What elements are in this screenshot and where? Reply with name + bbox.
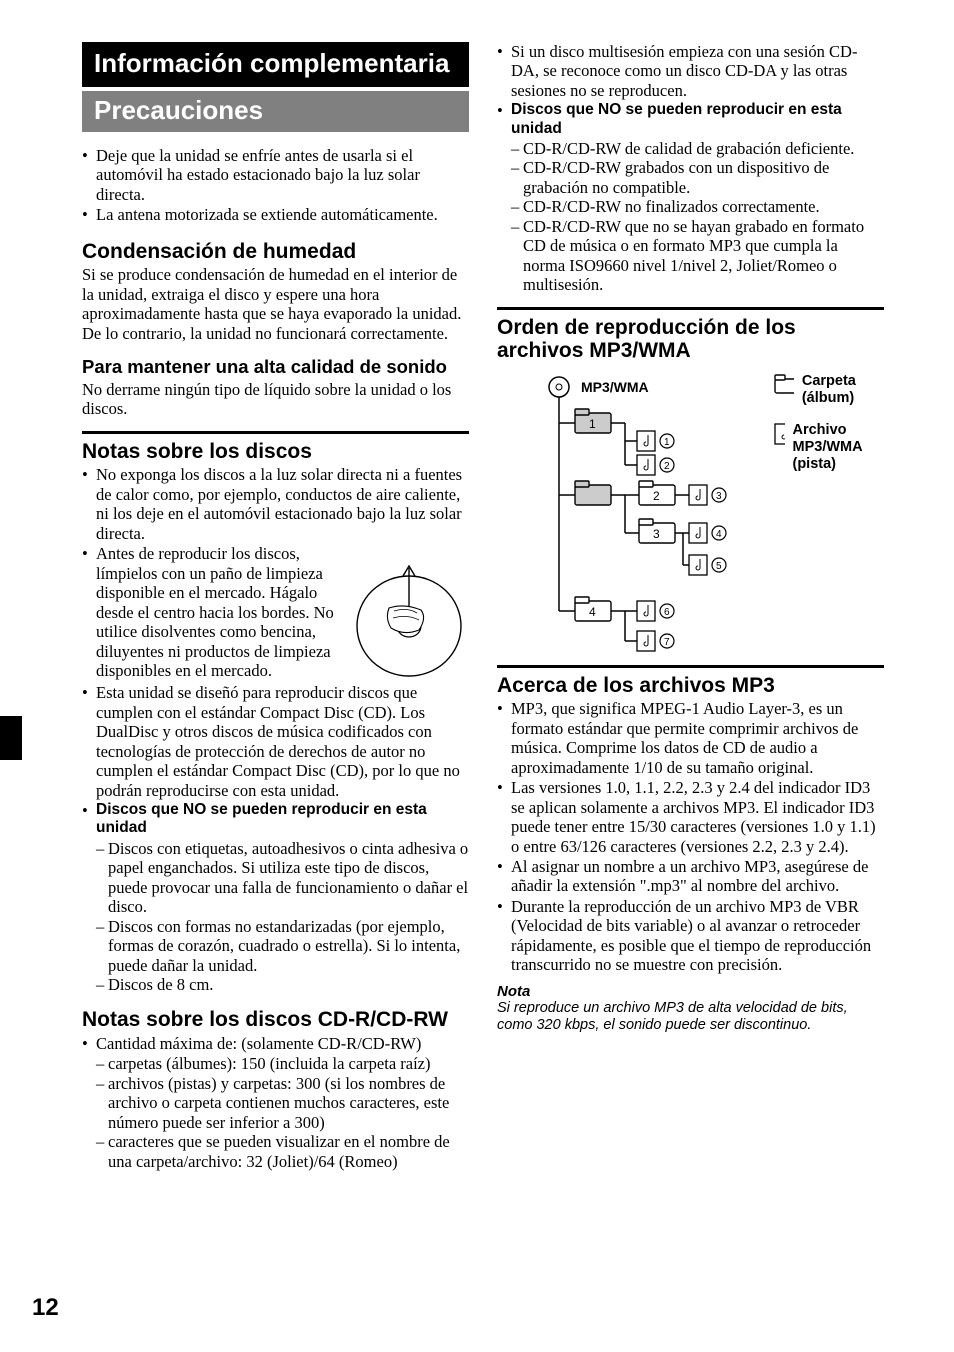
discos-no-2: Discos con formas no estandarizadas (por… — [108, 917, 469, 975]
acerca-b1: MP3, que significa MPEG-1 Audio Layer-3,… — [511, 699, 884, 777]
disc-cleaning-illustration — [349, 548, 469, 678]
svg-text:3: 3 — [716, 491, 722, 502]
heading-notas-discos: Notas sobre los discos — [82, 440, 469, 464]
page-side-tab — [0, 716, 22, 760]
section-header-black: Información complementaria — [82, 42, 469, 87]
discos-b2-text: Antes de reproducir los discos, límpielo… — [96, 544, 334, 680]
discos-no-3: Discos de 8 cm. — [108, 975, 469, 994]
svg-text:3: 3 — [653, 527, 660, 541]
para-alta-calidad: No derrame ningún tipo de líquido sobre … — [82, 380, 469, 419]
heading-cdr: Notas sobre los discos CD-R/CD-RW — [82, 1008, 469, 1032]
intro-bullet-2: La antena motorizada se extiende automát… — [96, 205, 469, 224]
discos-bullets: •No exponga los discos a la luz solar di… — [82, 465, 469, 994]
right-column: •Si un disco multisesión empieza con una… — [497, 42, 884, 1171]
top-d4: CD-R/CD-RW que no se hayan grabado en fo… — [523, 217, 884, 295]
svg-text:1: 1 — [664, 437, 670, 448]
note-heading: Nota — [497, 983, 884, 1000]
tree-root-label: MP3/WMA — [581, 379, 649, 395]
acerca-b4: Durante la reproducción de un archivo MP… — [511, 897, 884, 975]
heading-orden: Orden de reproducción de los archivos MP… — [497, 316, 884, 363]
tree-diagram-wrap: MP3/WMA 1 1 2 — [497, 373, 884, 653]
svg-text:7: 7 — [664, 637, 670, 648]
svg-text:4: 4 — [716, 529, 722, 540]
section-header-gray: Precauciones — [82, 91, 469, 132]
legend-file-text: Archivo MP3/WMA (pista) — [793, 422, 885, 474]
folder-icon — [773, 373, 794, 395]
discos-b3: Esta unidad se diseñó para reproducir di… — [96, 683, 469, 800]
section-header-gray-text: Precauciones — [94, 95, 263, 125]
discos-no-head: Discos que NO se pueden reproducir en es… — [96, 801, 469, 838]
svg-text:5: 5 — [716, 561, 722, 572]
section-header-black-text: Información complementaria — [94, 48, 449, 78]
top-right-bullets: •Si un disco multisesión empieza con una… — [497, 42, 884, 295]
para-condensation: Si se produce condensación de humedad en… — [82, 265, 469, 343]
note-body: Si reproduce un archivo MP3 de alta velo… — [497, 1000, 884, 1034]
content-columns: Información complementaria Precauciones … — [82, 42, 884, 1171]
left-column: Información complementaria Precauciones … — [82, 42, 469, 1171]
heading-condensation: Condensación de humedad — [82, 240, 469, 264]
acerca-bullets: •MP3, que significa MPEG-1 Audio Layer-3… — [497, 699, 884, 975]
tree-legend: Carpeta (álbum) Archivo MP3/WMA (pista) — [773, 373, 884, 653]
top-d3: CD-R/CD-RW no finalizados correctamente. — [523, 197, 884, 216]
top-d1: CD-R/CD-RW de calidad de grabación defic… — [523, 139, 884, 158]
intro-bullet-1: Deje que la unidad se enfríe antes de us… — [96, 146, 469, 204]
cdr-bullets: •Cantidad máxima de: (solamente CD-R/CD-… — [82, 1034, 469, 1171]
discos-b1: No exponga los discos a la luz solar dir… — [96, 465, 469, 543]
page-number: 12 — [32, 1294, 59, 1322]
divider — [497, 307, 884, 310]
top-d2: CD-R/CD-RW grabados con un dispositivo d… — [523, 158, 884, 197]
svg-text:1: 1 — [589, 417, 596, 431]
legend-folder-text: Carpeta (álbum) — [802, 373, 884, 408]
intro-bullets: •Deje que la unidad se enfríe antes de u… — [82, 146, 469, 225]
cdr-d3: caracteres que se pueden visualizar en e… — [108, 1132, 469, 1171]
svg-text:2: 2 — [664, 461, 670, 472]
svg-text:4: 4 — [589, 605, 596, 619]
divider — [82, 431, 469, 434]
cdr-d2: archivos (pistas) y carpetas: 300 (si lo… — [108, 1074, 469, 1132]
svg-text:6: 6 — [664, 607, 670, 618]
folder-tree-diagram: MP3/WMA 1 1 2 — [539, 373, 759, 653]
acerca-b2: Las versiones 1.0, 1.1, 2.2, 2.3 y 2.4 d… — [511, 778, 884, 856]
heading-alta-calidad: Para mantener una alta calidad de sonido — [82, 357, 469, 378]
file-icon — [773, 422, 785, 446]
cdr-b1: Cantidad máxima de: (solamente CD-R/CD-R… — [96, 1034, 469, 1053]
divider — [497, 665, 884, 668]
acerca-b3: Al asignar un nombre a un archivo MP3, a… — [511, 857, 884, 896]
top-no-head: Discos que NO se pueden reproducir en es… — [511, 101, 884, 138]
cdr-d1: carpetas (álbumes): 150 (incluida la car… — [108, 1054, 469, 1073]
svg-text:2: 2 — [653, 489, 660, 503]
heading-acerca-mp3: Acerca de los archivos MP3 — [497, 674, 884, 698]
discos-no-1: Discos con etiquetas, autoadhesivos o ci… — [108, 839, 469, 917]
top-b1: Si un disco multisesión empieza con una … — [511, 42, 884, 100]
discos-b2: Antes de reproducir los discos, límpielo… — [96, 544, 469, 682]
